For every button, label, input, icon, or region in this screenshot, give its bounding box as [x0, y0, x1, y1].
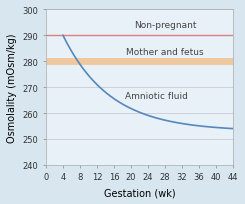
Text: Amniotic fluid: Amniotic fluid — [125, 92, 188, 101]
Y-axis label: Osmolality (mOsm/kg): Osmolality (mOsm/kg) — [7, 33, 17, 142]
Text: Non-pregnant: Non-pregnant — [134, 21, 196, 30]
Text: Mother and fetus: Mother and fetus — [126, 48, 204, 57]
X-axis label: Gestation (wk): Gestation (wk) — [104, 187, 175, 197]
